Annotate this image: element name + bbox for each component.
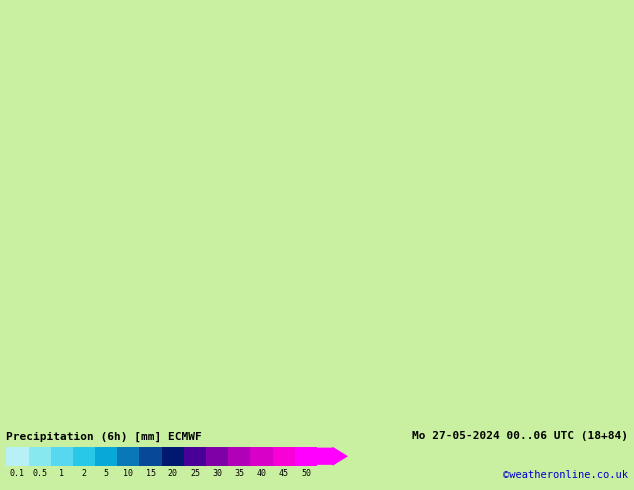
Text: Precipitation (6h) [mm] ECMWF: Precipitation (6h) [mm] ECMWF [6,431,202,441]
Text: Mo 27-05-2024 00..06 UTC (18+84): Mo 27-05-2024 00..06 UTC (18+84) [411,431,628,441]
Bar [51,447,73,466]
Text: 40: 40 [257,469,266,478]
Text: ©weatheronline.co.uk: ©weatheronline.co.uk [503,469,628,480]
Text: 30: 30 [212,469,222,478]
Bar [95,447,117,466]
Text: 10: 10 [124,469,133,478]
Text: 50: 50 [301,469,311,478]
Text: 0.1: 0.1 [10,469,25,478]
Bar [73,447,95,466]
Text: 45: 45 [279,469,288,478]
Bar [117,447,139,466]
Bar [250,447,273,466]
Text: 35: 35 [235,469,244,478]
Bar [29,447,51,466]
Text: 5: 5 [104,469,108,478]
Text: 2: 2 [82,469,86,478]
Bar [228,447,250,466]
Text: 25: 25 [190,469,200,478]
Text: 20: 20 [168,469,178,478]
Bar [273,447,295,466]
Bar [184,447,206,466]
Text: 0.5: 0.5 [32,469,47,478]
Bar [206,447,228,466]
Text: 15: 15 [146,469,155,478]
Text: 1: 1 [60,469,64,478]
FancyArrow shape [317,447,348,466]
Bar [162,447,184,466]
Bar [6,447,29,466]
Bar [295,447,317,466]
Bar [139,447,162,466]
